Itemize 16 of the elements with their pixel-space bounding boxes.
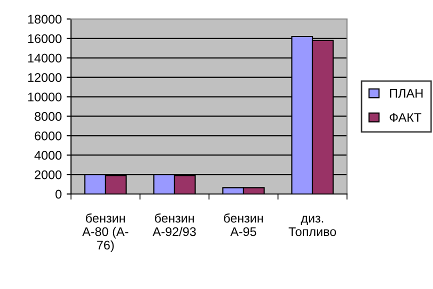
y-tick-label: 10000	[28, 92, 62, 102]
y-tick-label: 6000	[34, 131, 62, 140]
y-tick-label: 8000	[34, 112, 62, 121]
y-tick-label: 14000	[28, 54, 62, 63]
y-tick-label: 0	[56, 190, 62, 199]
y-tick-label: 18000	[28, 14, 62, 24]
y-tick-label: 16000	[28, 34, 62, 44]
legend-label: ФАКТ	[390, 113, 422, 122]
y-tick-label: 12000	[28, 73, 62, 82]
x-tick-label: бензин А-95	[224, 213, 263, 236]
x-tick-label: диз. Топливо	[288, 216, 336, 236]
y-tick-label: 2000	[34, 170, 62, 180]
y-tick-label: 4000	[34, 150, 62, 160]
legend-label: ПЛАН	[390, 89, 423, 98]
x-tick-label: бензин А-92/93	[152, 213, 196, 236]
x-tick-label: бензин А-80 (А- 76)	[82, 213, 128, 252]
